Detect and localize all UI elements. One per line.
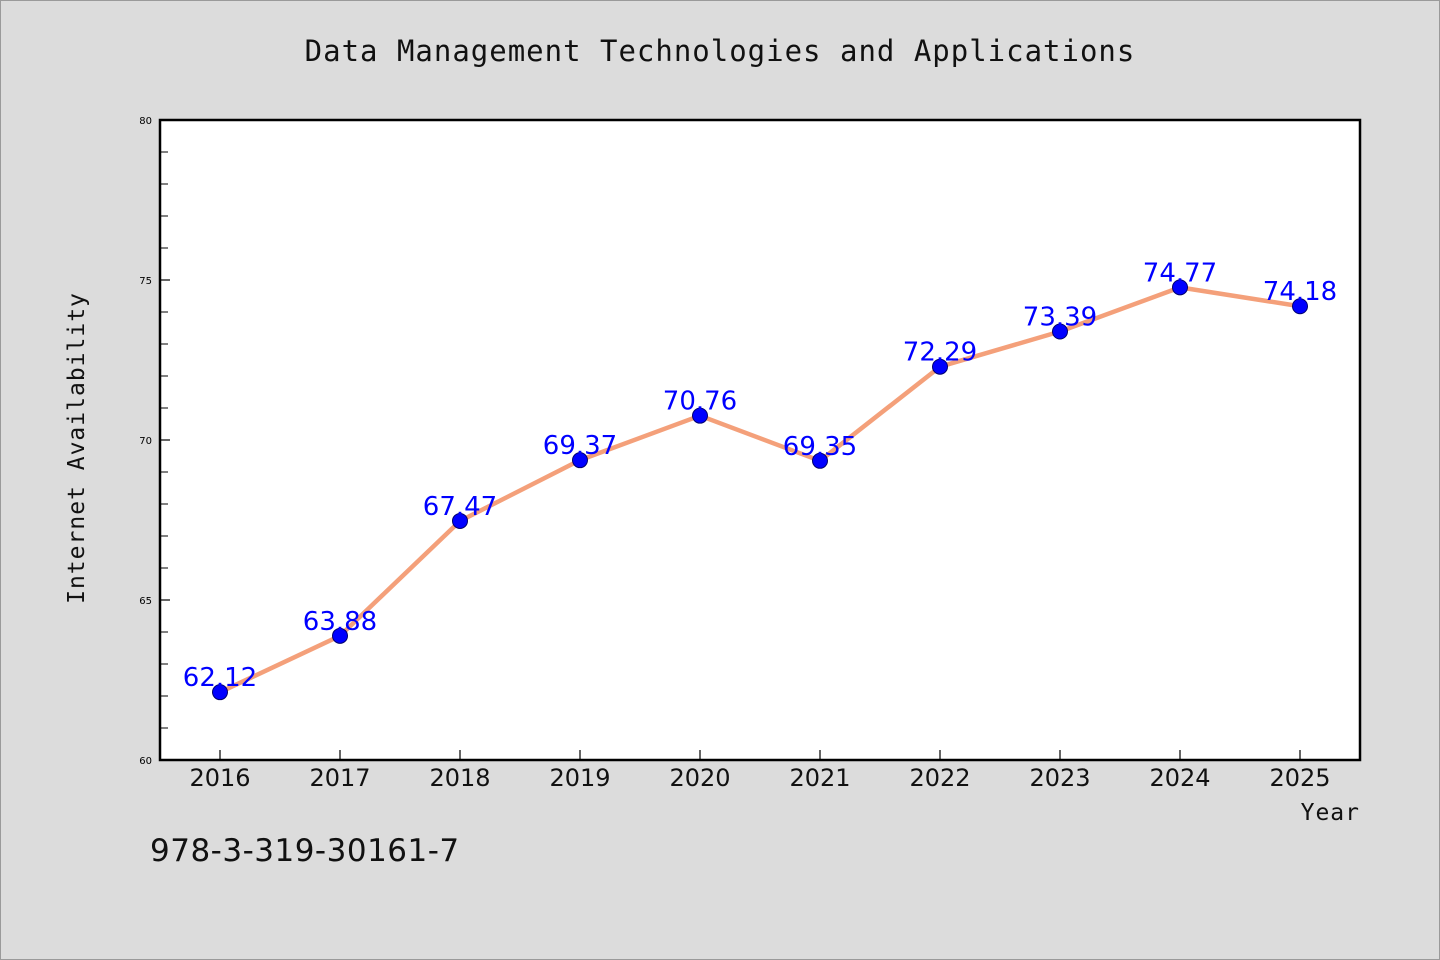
data-point <box>1172 279 1188 296</box>
y-tick-label: 70 <box>139 436 152 447</box>
data-label: 67.47 <box>423 492 497 522</box>
y-tick-label: 80 <box>139 116 152 127</box>
plot-border <box>158 118 1362 762</box>
data-label: 74.77 <box>1143 258 1217 288</box>
data-point <box>212 684 228 701</box>
x-axis-ticks: 2016 2017 2018 2019 2020 2021 2022 2023 2024 2025 <box>189 750 1331 792</box>
data-label: 62.12 <box>183 663 257 693</box>
y-minor-ticks <box>160 151 168 729</box>
x-tick-label: 2023 <box>1029 764 1090 792</box>
x-tick-label: 2017 <box>309 764 370 792</box>
data-label: 63.88 <box>303 607 377 637</box>
data-point <box>1052 323 1068 340</box>
y-tick-label: 75 <box>139 276 152 287</box>
data-label: 69.35 <box>783 432 857 462</box>
data-point <box>1292 298 1308 315</box>
data-point <box>932 358 948 375</box>
data-label: 70.76 <box>663 387 737 417</box>
data-point <box>332 627 348 644</box>
x-tick-label: 2025 <box>1269 764 1330 792</box>
data-label: 72.29 <box>903 338 977 368</box>
x-tick-label: 2020 <box>669 764 730 792</box>
series-line <box>217 285 1303 695</box>
y-tick-label: 65 <box>139 596 152 607</box>
x-tick-label: 2024 <box>1149 764 1210 792</box>
y-tick-label: 60 <box>139 756 152 767</box>
x-tick-label: 2019 <box>549 764 610 792</box>
x-tick-label: 2022 <box>909 764 970 792</box>
data-label: 69.37 <box>543 431 617 461</box>
x-axis-label: Year <box>1301 800 1360 826</box>
x-tick-label: 2016 <box>189 764 250 792</box>
chart-title: Data Management Technologies and Applica… <box>304 34 1136 68</box>
y-axis-label: Internet Availability <box>64 292 90 604</box>
x-tick-label: 2021 <box>789 764 850 792</box>
isbn-annotation: 978-3-319-30161-7 <box>150 833 460 869</box>
data-point <box>692 407 708 424</box>
data-markers <box>212 279 1308 701</box>
x-tick-label: 2018 <box>429 764 490 792</box>
data-point <box>572 452 588 469</box>
data-label: 74.18 <box>1263 277 1337 307</box>
data-labels: 62.12 63.88 67.47 69.37 70.76 69.35 72.29 73.39… <box>183 258 1337 693</box>
data-label: 73.39 <box>1023 303 1097 333</box>
data-point <box>452 512 468 529</box>
data-point <box>812 452 828 469</box>
